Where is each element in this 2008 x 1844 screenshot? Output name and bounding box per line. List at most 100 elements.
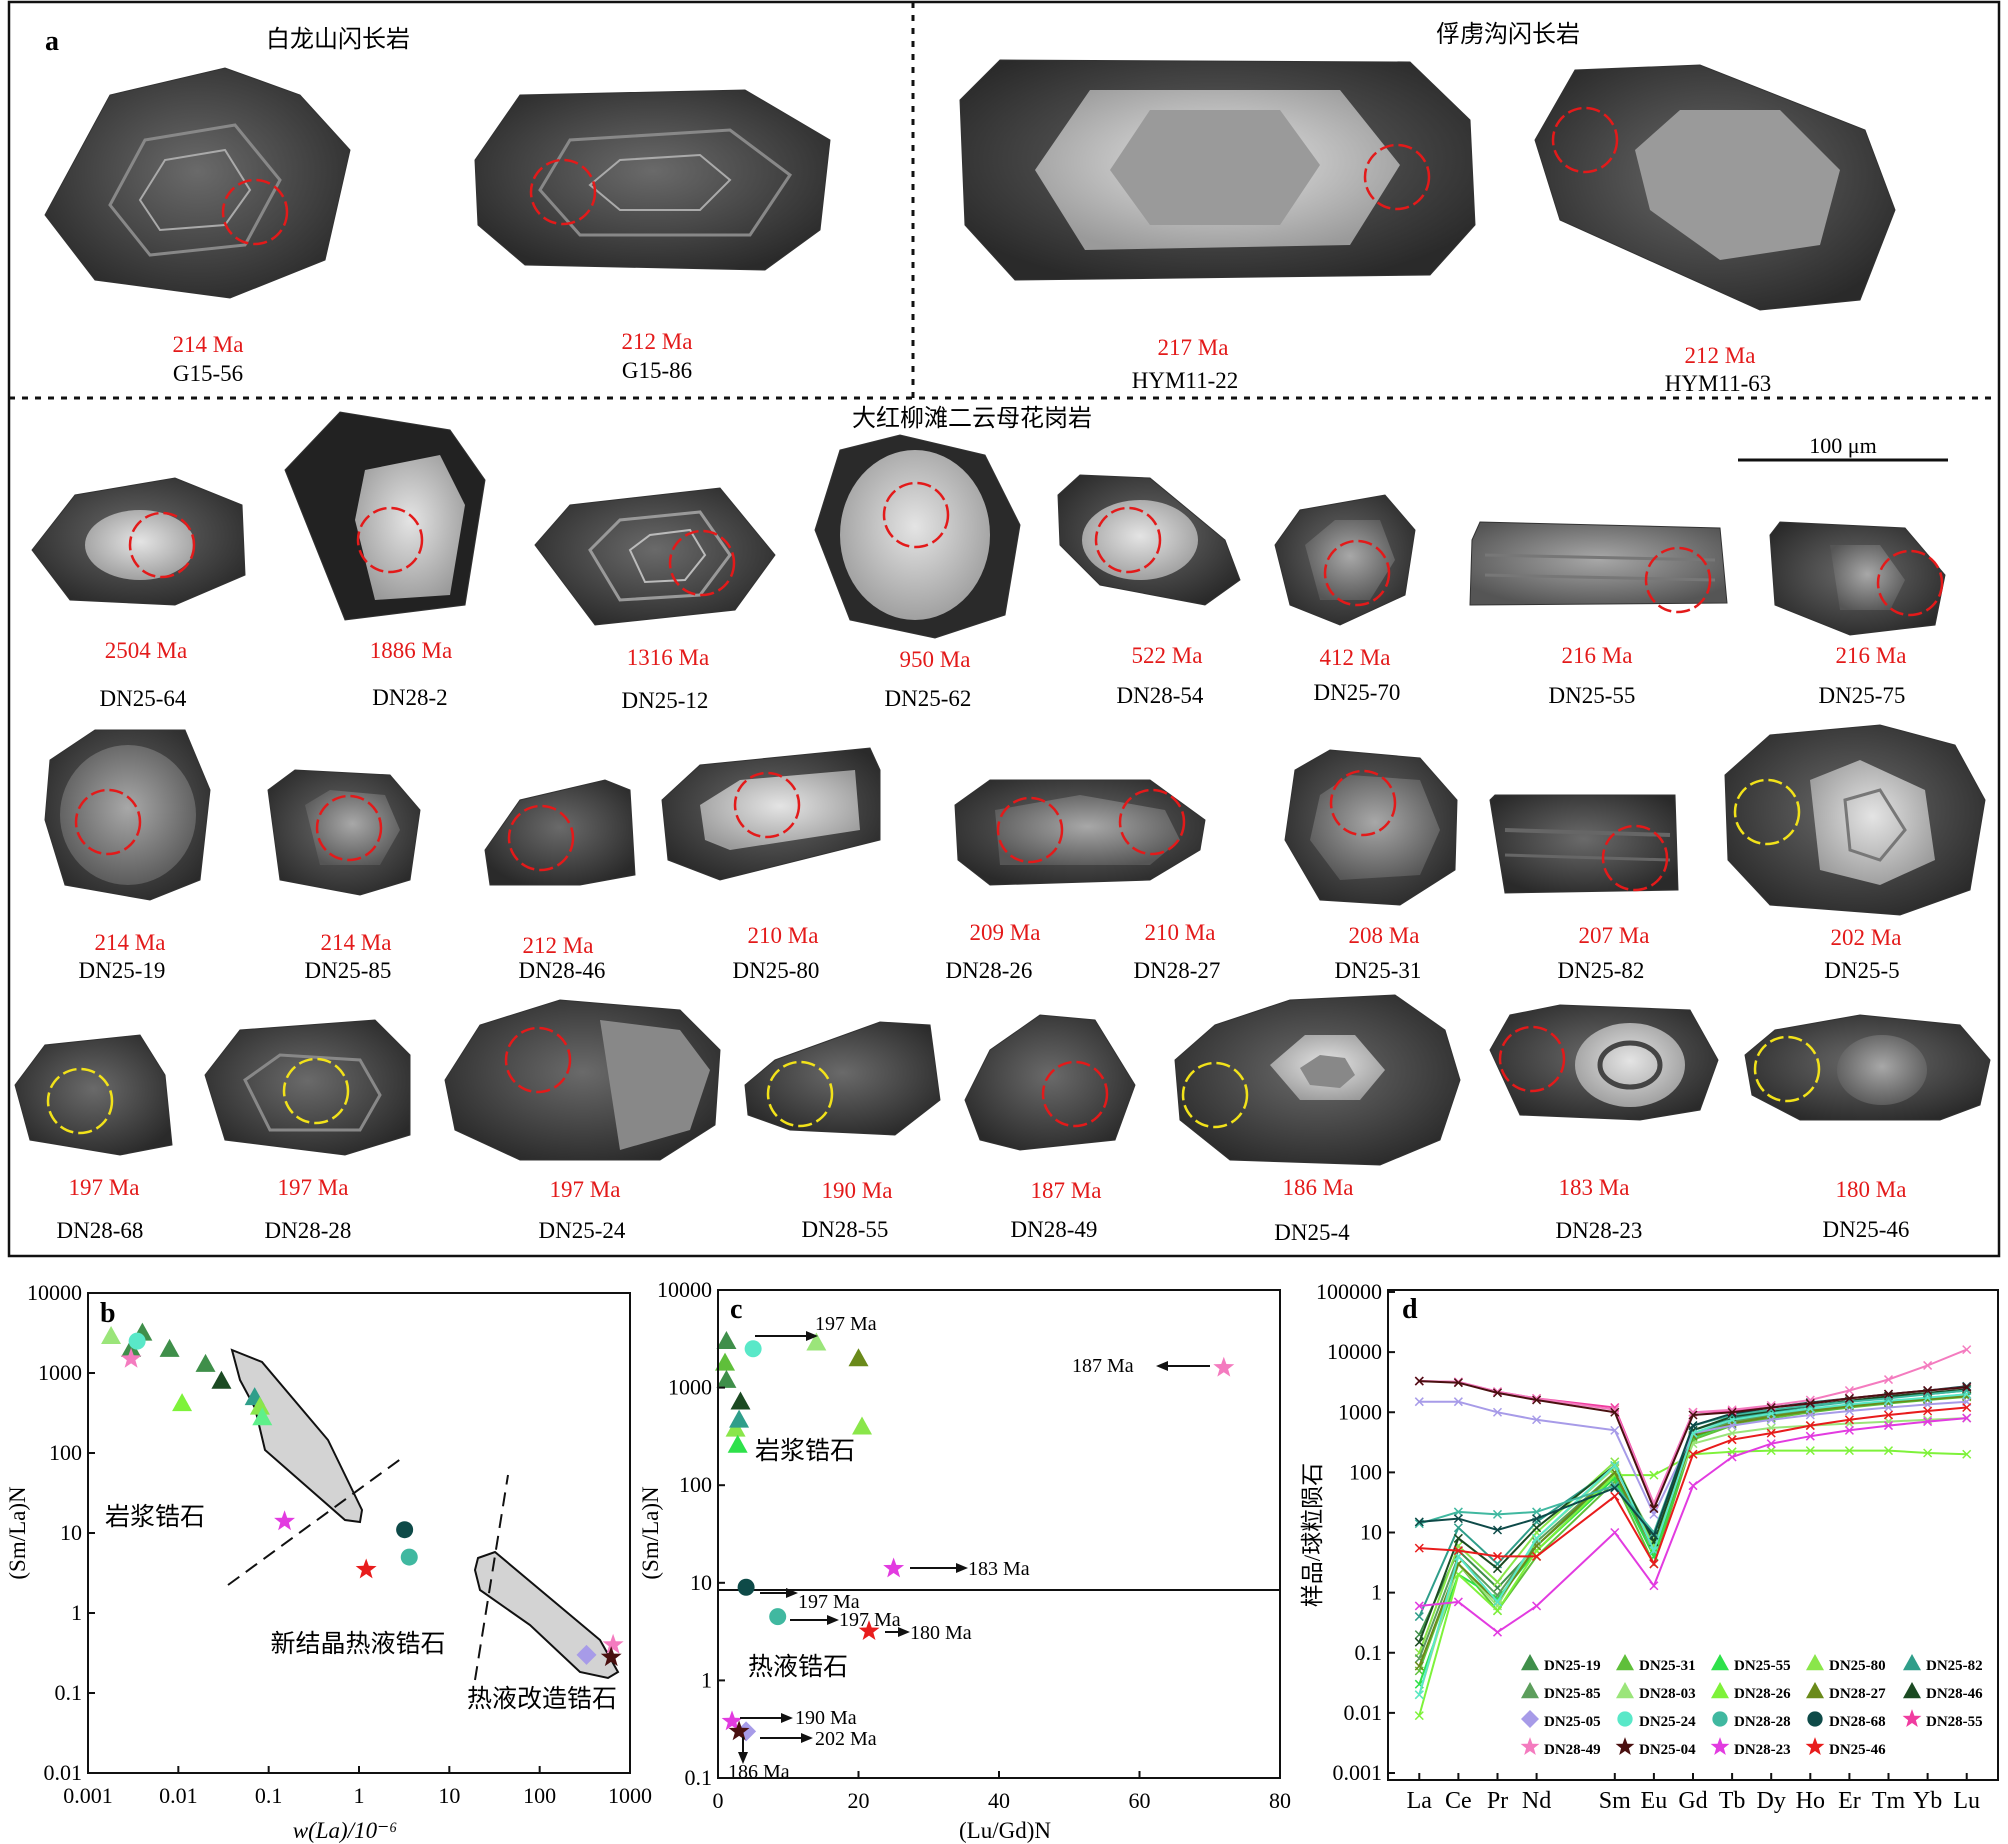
y-tick-label: 10000 bbox=[657, 1277, 712, 1302]
legend-marker bbox=[1710, 1737, 1730, 1755]
series-point bbox=[1414, 1661, 1424, 1671]
grain-id: DN28-26 bbox=[946, 958, 1033, 983]
zircon-grain bbox=[484, 779, 636, 886]
boundary-dashed-1 bbox=[227, 1457, 403, 1586]
data-point bbox=[715, 1352, 736, 1371]
group-title-dahongliutan: 大红柳滩二云母花岗岩 bbox=[852, 405, 1092, 432]
zircon-grain bbox=[1534, 64, 1896, 311]
series-point bbox=[1453, 1514, 1463, 1524]
data-point bbox=[128, 1332, 146, 1350]
series-point bbox=[1610, 1425, 1620, 1435]
series-point bbox=[1727, 1406, 1737, 1416]
legend-marker bbox=[1521, 1654, 1539, 1671]
panel-b-xlabel: w(La)/10⁻⁶ bbox=[293, 1818, 397, 1843]
data-point bbox=[249, 1396, 270, 1415]
series-point bbox=[1453, 1546, 1463, 1556]
grain-age: 950 Ma bbox=[900, 647, 971, 672]
grain-age: 212 Ma bbox=[523, 933, 594, 958]
grain-age: 216 Ma bbox=[1836, 643, 1907, 668]
panel-c-points bbox=[715, 1331, 1235, 1742]
zircon-grain bbox=[964, 1014, 1136, 1151]
legend-marker bbox=[1711, 1682, 1729, 1699]
series-point bbox=[1414, 1630, 1424, 1640]
x-tick-label: 0.1 bbox=[255, 1783, 283, 1808]
series-point bbox=[1962, 1382, 1972, 1392]
series-line bbox=[1418, 1388, 1967, 1643]
grain-age: 209 Ma bbox=[970, 920, 1041, 945]
x-tick-label: Sm bbox=[1599, 1788, 1631, 1814]
series-point bbox=[1766, 1428, 1776, 1438]
zircon-grain bbox=[44, 67, 351, 299]
y-tick-label: 100000 bbox=[1316, 1279, 1382, 1304]
zircon-grain bbox=[14, 1034, 173, 1156]
series-point bbox=[1453, 1378, 1463, 1388]
x-tick-label: 1 bbox=[354, 1783, 365, 1808]
grain-id: DN25-4 bbox=[1274, 1220, 1350, 1245]
legend-label: DN25-04 bbox=[1639, 1742, 1696, 1758]
series-point bbox=[1649, 1581, 1659, 1591]
legend-label: DN25-31 bbox=[1639, 1658, 1696, 1674]
series-point bbox=[1923, 1389, 1933, 1399]
series-point bbox=[1962, 1449, 1972, 1459]
data-point bbox=[806, 1332, 827, 1351]
grain-age: 180 Ma bbox=[1836, 1177, 1907, 1202]
grain-age: 210 Ma bbox=[748, 923, 819, 948]
panel-a-letter: a bbox=[45, 26, 59, 57]
grain-id: DN28-28 bbox=[265, 1218, 352, 1243]
data-point bbox=[159, 1338, 180, 1357]
series-point bbox=[1610, 1527, 1620, 1538]
grain-id: DN28-46 bbox=[519, 958, 606, 983]
series-point bbox=[1532, 1393, 1542, 1403]
annotation-197ma-3: 197 Ma bbox=[839, 1609, 901, 1631]
x-tick-label: 1000 bbox=[608, 1783, 652, 1808]
series-point bbox=[1649, 1470, 1659, 1480]
hydrothermal-altered-field bbox=[473, 1550, 620, 1680]
panel-b-points bbox=[101, 1322, 624, 1667]
series-point bbox=[1610, 1491, 1620, 1501]
zircon-grain bbox=[1769, 521, 1946, 636]
panel-c-letter: c bbox=[730, 1294, 742, 1325]
series-point bbox=[1610, 1407, 1620, 1417]
zircon-grain bbox=[1284, 749, 1458, 906]
annotation-180ma: 180 Ma bbox=[910, 1622, 972, 1644]
series-point bbox=[1962, 1402, 1972, 1413]
x-tick-label: 40 bbox=[988, 1788, 1010, 1813]
annotation-190ma: 190 Ma bbox=[795, 1707, 857, 1729]
scale-bar-label: 100 μm bbox=[1809, 433, 1876, 458]
legend-marker bbox=[1711, 1654, 1729, 1671]
series-point bbox=[1844, 1406, 1854, 1416]
panel-b-ylabel: (Sm/La)N bbox=[5, 1486, 30, 1580]
legend-label: DN28-46 bbox=[1926, 1686, 1983, 1702]
data-point bbox=[716, 1369, 737, 1388]
series-point bbox=[1453, 1507, 1463, 1517]
zircon-grain bbox=[204, 1019, 411, 1156]
data-point bbox=[211, 1370, 232, 1389]
x-tick-label: Tm bbox=[1872, 1788, 1906, 1814]
zircon-grain bbox=[1744, 1014, 1991, 1121]
panel-a-frame bbox=[7, 0, 2001, 1258]
panel-c-frame bbox=[717, 1289, 1281, 1779]
x-tick-label: 10 bbox=[438, 1783, 460, 1808]
series-line bbox=[1419, 1417, 1967, 1634]
annotation-183ma: 183 Ma bbox=[968, 1558, 1030, 1580]
panel-b: 0.001 0.01 0.1 1 10 100 10000.010.111010010001… bbox=[5, 1280, 652, 1843]
y-tick-label: 1000 bbox=[1338, 1399, 1382, 1424]
series-point bbox=[1453, 1597, 1463, 1607]
series-point bbox=[1805, 1421, 1815, 1431]
grain-id: DN28-23 bbox=[1556, 1218, 1643, 1243]
series-line bbox=[1419, 1406, 1967, 1567]
data-point bbox=[716, 1331, 737, 1350]
series-point bbox=[1727, 1428, 1737, 1438]
legend-marker bbox=[1615, 1737, 1635, 1755]
legend-label: DN28-28 bbox=[1734, 1714, 1791, 1730]
x-tick-label: Er bbox=[1838, 1788, 1861, 1814]
legend-marker bbox=[1903, 1682, 1921, 1699]
series-point bbox=[1805, 1446, 1815, 1456]
series-point bbox=[1492, 1551, 1503, 1561]
zircon-grain bbox=[1274, 494, 1416, 626]
data-point bbox=[883, 1557, 905, 1578]
x-tick-label: 0.01 bbox=[159, 1783, 198, 1808]
grain-id: DN25-5 bbox=[1824, 958, 1899, 983]
legend-label: DN28-03 bbox=[1639, 1686, 1696, 1702]
x-tick-label: 0 bbox=[713, 1788, 724, 1813]
